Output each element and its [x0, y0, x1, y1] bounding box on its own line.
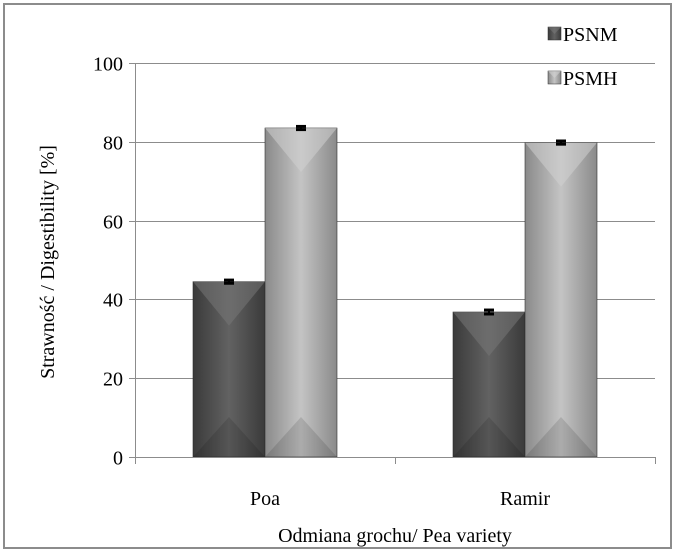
- bar-bevel-top: [193, 281, 265, 326]
- bars: [192, 124, 598, 458]
- bar-bevel-bottom: [193, 417, 265, 457]
- y-tick-label: 20: [103, 369, 123, 391]
- legend-item-psmh: PSMH: [547, 68, 617, 90]
- legend-label: PSMH: [563, 68, 617, 90]
- bar-psnm-poa: [192, 281, 266, 458]
- x-tick-label: Poa: [250, 488, 280, 510]
- legend-swatch-bevel: [548, 27, 561, 34]
- legend-swatch-bevel: [548, 71, 561, 78]
- bar-bevel-top: [265, 128, 337, 173]
- y-tick-label: 0: [113, 448, 123, 470]
- x-axis-title: Odmiana grochu/ Pea variety: [278, 525, 512, 547]
- bar-psmh-poa: [264, 127, 338, 458]
- labels: 0 20 40 60 80 100 Poa Ramir Odmiana grochu/ Pea …: [37, 54, 550, 548]
- x-tick-label: Ramir: [500, 488, 550, 510]
- bar-bevel-bottom: [525, 417, 597, 457]
- bar-bevel-bottom: [453, 417, 525, 457]
- y-tick-label: 40: [103, 290, 123, 312]
- bar-bevel-top: [453, 312, 525, 357]
- legend: PSNM PSMH: [547, 24, 618, 90]
- y-tick-label: 80: [103, 133, 123, 155]
- bar-psmh-ramir: [524, 142, 598, 458]
- legend-item-psnm: PSNM: [547, 24, 618, 46]
- legend-label: PSNM: [563, 24, 618, 46]
- y-tick-label: 100: [93, 54, 123, 76]
- y-tick-label: 60: [103, 212, 123, 234]
- axes: [129, 63, 656, 464]
- bar-bevel-bottom: [265, 417, 337, 457]
- y-axis-title: Strawność / Digestibility [%]: [37, 145, 59, 379]
- bar-bevel-top: [525, 142, 597, 187]
